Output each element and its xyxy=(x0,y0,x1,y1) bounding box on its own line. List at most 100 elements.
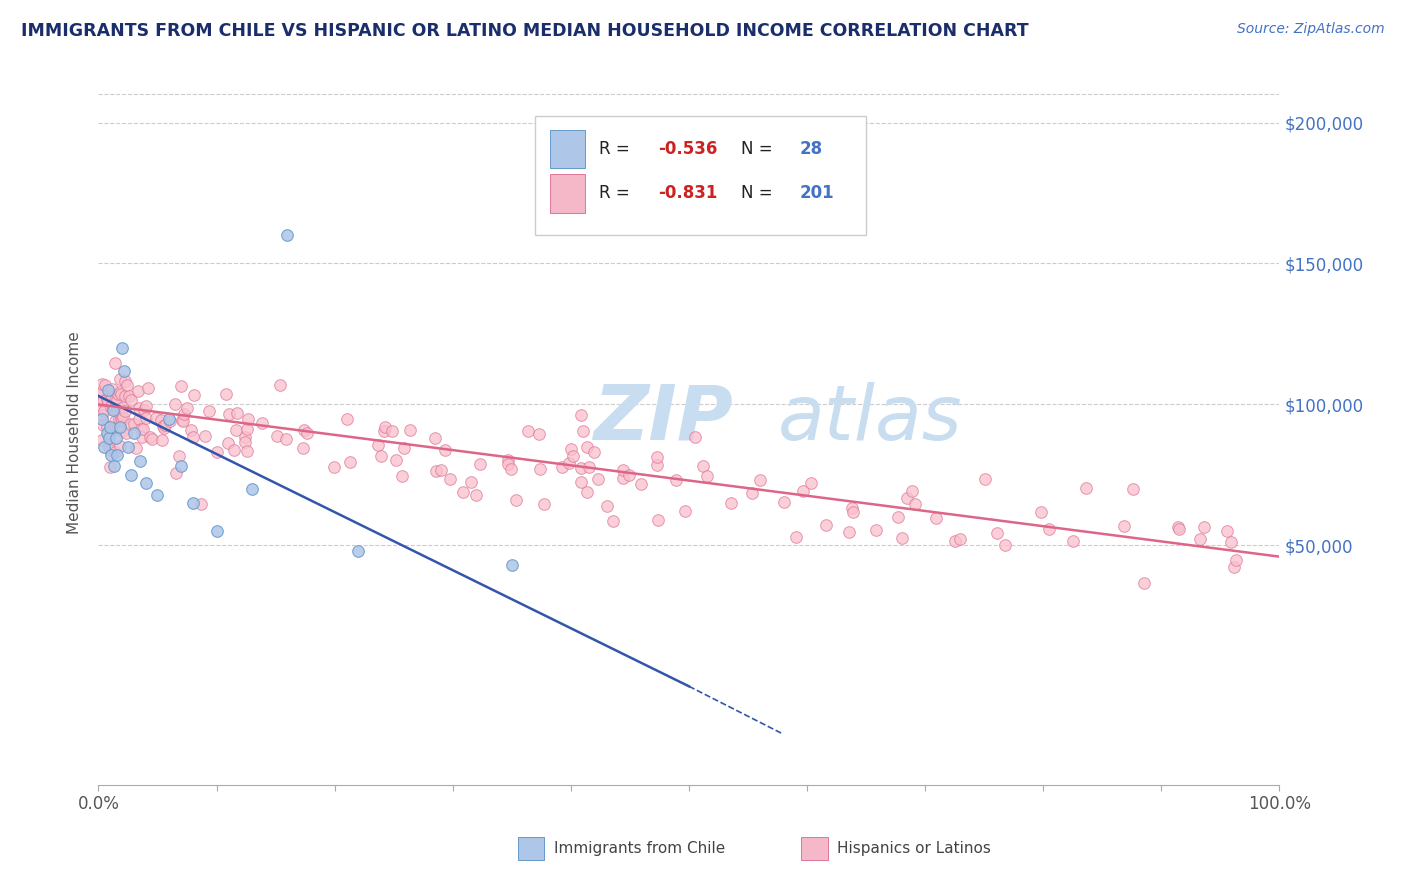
Point xyxy=(295,426,318,441)
Point xyxy=(128,454,150,468)
Point xyxy=(527,426,550,441)
Point xyxy=(533,497,555,511)
Point xyxy=(720,496,742,510)
Point xyxy=(891,531,914,545)
Point xyxy=(550,460,572,475)
Point xyxy=(225,423,247,437)
Text: 201: 201 xyxy=(800,185,835,202)
Point xyxy=(146,488,169,502)
Point xyxy=(665,473,688,487)
Point xyxy=(129,422,152,436)
Point xyxy=(105,448,128,462)
Point xyxy=(93,393,115,408)
Point xyxy=(159,414,181,428)
Point xyxy=(91,411,114,425)
Point xyxy=(108,384,131,399)
Point xyxy=(103,414,125,428)
Point xyxy=(294,423,316,437)
Point xyxy=(1122,482,1144,496)
Point xyxy=(110,387,132,401)
Point xyxy=(101,403,124,417)
Point xyxy=(1029,505,1052,519)
Point xyxy=(128,412,150,426)
Point xyxy=(800,476,823,491)
Point xyxy=(190,497,212,511)
Point xyxy=(434,442,457,457)
Point xyxy=(117,389,139,403)
Text: Source: ZipAtlas.com: Source: ZipAtlas.com xyxy=(1237,22,1385,37)
Point xyxy=(103,401,125,416)
Point xyxy=(901,483,924,498)
Point xyxy=(569,408,592,422)
Point xyxy=(165,466,187,480)
Point xyxy=(423,431,446,445)
Point xyxy=(772,494,794,508)
Point xyxy=(111,412,134,426)
Point xyxy=(384,453,406,467)
Point xyxy=(994,538,1017,552)
Text: R =: R = xyxy=(599,185,636,202)
Point xyxy=(104,445,127,459)
Point xyxy=(150,434,173,448)
Text: atlas: atlas xyxy=(778,382,962,456)
Point xyxy=(391,468,413,483)
Point xyxy=(165,396,187,410)
Point xyxy=(110,407,132,421)
Point xyxy=(108,420,131,434)
Point xyxy=(217,435,239,450)
Point xyxy=(100,382,122,396)
Point xyxy=(505,492,527,507)
Point xyxy=(572,424,595,438)
Point xyxy=(792,483,814,498)
Point xyxy=(496,457,519,471)
Point xyxy=(97,428,120,442)
Point xyxy=(103,423,125,437)
Point xyxy=(96,392,118,406)
Point xyxy=(170,379,193,393)
Point xyxy=(1074,482,1097,496)
Point xyxy=(173,407,195,421)
Text: ZIP: ZIP xyxy=(595,382,734,456)
Point xyxy=(114,374,136,388)
Point xyxy=(692,458,714,473)
Point xyxy=(222,442,245,457)
Point xyxy=(96,420,118,434)
Point xyxy=(1225,552,1247,566)
Point xyxy=(645,458,668,473)
Point xyxy=(1215,524,1237,538)
Point xyxy=(107,392,129,407)
Point xyxy=(98,440,121,454)
Point xyxy=(560,442,582,456)
Point xyxy=(399,424,422,438)
Point xyxy=(1222,560,1244,574)
Point xyxy=(115,377,138,392)
Point xyxy=(896,491,918,505)
Text: IMMIGRANTS FROM CHILE VS HISPANIC OR LATINO MEDIAN HOUSEHOLD INCOME CORRELATION : IMMIGRANTS FROM CHILE VS HISPANIC OR LAT… xyxy=(21,22,1029,40)
Point xyxy=(122,425,145,440)
Point xyxy=(94,377,117,392)
Point xyxy=(370,449,392,463)
Point xyxy=(347,544,370,558)
Point xyxy=(114,389,136,403)
Point xyxy=(152,419,174,434)
Point xyxy=(429,463,451,477)
Point xyxy=(741,485,763,500)
Point xyxy=(617,467,640,482)
Point xyxy=(904,497,927,511)
Point xyxy=(100,448,122,462)
Point xyxy=(815,517,838,532)
Point xyxy=(110,410,132,425)
Point xyxy=(586,472,609,486)
Point xyxy=(97,394,120,409)
FancyBboxPatch shape xyxy=(801,837,828,860)
Point xyxy=(91,384,114,399)
Text: R =: R = xyxy=(599,140,636,158)
Point xyxy=(986,526,1008,541)
Point xyxy=(135,476,157,491)
Point xyxy=(132,421,155,435)
Point xyxy=(381,424,404,438)
Point xyxy=(630,476,652,491)
Point xyxy=(838,525,860,540)
Point xyxy=(117,440,139,454)
Point xyxy=(100,401,122,415)
